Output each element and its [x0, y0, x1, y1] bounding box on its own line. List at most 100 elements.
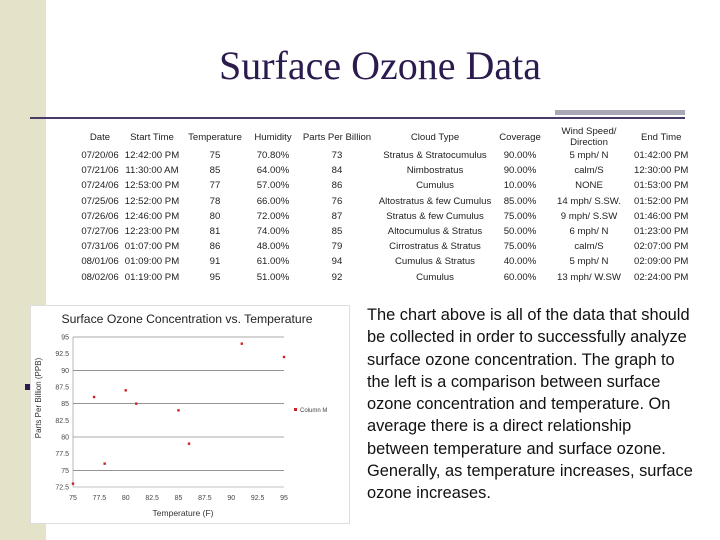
- data-point: [71, 482, 75, 485]
- data-point: [92, 395, 96, 399]
- x-tick-label: 95: [280, 495, 288, 502]
- table-cell: 12:52:00 PM: [124, 195, 180, 207]
- x-axis-ticks: 75 77.5 80 82.5 85 87.5 90 92.5 95: [69, 495, 288, 502]
- table-cell: 5 mph/ N: [569, 150, 609, 162]
- table-cell: 91: [209, 256, 221, 268]
- table-cell: 07/20/06: [81, 150, 119, 162]
- table-cell: 5 mph/ N: [569, 256, 609, 268]
- table-row: 08/01/06 01:09:00 PM 91 61.00% 94 Cumulus & S…: [80, 254, 688, 269]
- table-cell: 12:30:00 PM: [634, 165, 689, 177]
- table-cell: 01:46:00 PM: [634, 210, 689, 222]
- data-point: [135, 402, 138, 405]
- table-cell: 01:09:00 PM: [124, 256, 180, 268]
- y-tick-label: 90: [61, 368, 69, 375]
- table-cell: 01:53:00 PM: [634, 180, 689, 192]
- sidebar-divider: [46, 0, 48, 540]
- table-row: 07/31/06 01:07:00 PM 86 48.00% 79 Cirrostratu…: [80, 239, 688, 254]
- y-tick-label: 95: [61, 335, 69, 342]
- table-cell: Stratus & few Cumulus: [386, 210, 484, 222]
- x-axis-label: Temperature (F): [153, 508, 214, 518]
- x-tick-label: 90: [227, 495, 235, 502]
- table-cell: Altostratus & few Cumulus: [378, 195, 492, 207]
- table-cell: 86: [209, 241, 221, 253]
- description-paragraph: The chart above is all of the data that …: [367, 306, 693, 503]
- chart-gridlines: [72, 336, 284, 488]
- table-cell: 94: [331, 256, 343, 268]
- y-axis-ticks: 72.5 75 77.5 80 82.5 85 87.5 90 92.5 95: [55, 335, 69, 492]
- table-cell: 76: [331, 195, 343, 207]
- table-cell: Cirrostratus & Stratus: [389, 241, 481, 253]
- table-cell: 02:09:00 PM: [634, 256, 689, 268]
- y-tick-label: 82.5: [55, 418, 69, 425]
- data-point: [240, 342, 243, 345]
- column-header: Parts Per Billion: [302, 131, 372, 143]
- table-cell: 12:42:00 PM: [124, 150, 180, 162]
- table-cell: Nimbostratus: [406, 165, 464, 177]
- data-point: [177, 409, 180, 412]
- legend-label: Column M: [300, 408, 327, 414]
- table-cell: 07/21/06: [81, 165, 119, 177]
- table-cell: Cumulus & Stratus: [395, 256, 475, 268]
- table-cell: 73: [331, 150, 343, 162]
- table-cell: 72.00%: [256, 210, 290, 222]
- table-cell: 07/24/06: [81, 180, 119, 192]
- table-row: 07/24/06 12:53:00 PM 77 57.00% 86 Cumulus 10.0…: [80, 178, 688, 193]
- column-header: Date: [89, 131, 111, 143]
- table-cell: 02:24:00 PM: [634, 271, 689, 283]
- table-cell: 07/31/06: [81, 241, 119, 253]
- table-cell: 51.00%: [256, 271, 290, 283]
- table-row: 07/20/06 12:42:00 PM 75 70.80% 73 Stratus & S…: [80, 148, 688, 163]
- table-cell: 10.00%: [503, 180, 537, 192]
- table-cell: 86: [331, 180, 343, 192]
- table-cell: Altocumulus & Stratus: [387, 226, 483, 238]
- y-tick-label: 80: [61, 435, 69, 442]
- table-cell: 79: [331, 241, 343, 253]
- column-header: Coverage: [499, 131, 541, 143]
- table-cell: 01:52:00 PM: [634, 195, 689, 207]
- table-cell: 12:23:00 PM: [124, 226, 180, 238]
- table-cell: 9 mph/ S.SW: [560, 210, 618, 222]
- table-cell: 90.00%: [503, 165, 537, 177]
- y-tick-label: 77.5: [55, 451, 69, 458]
- table-cell: 08/02/06: [81, 271, 119, 283]
- chart-title: Surface Ozone Concentration vs. Temperat…: [61, 312, 312, 326]
- table-header-row: Date Start Time Temperature Humidity Parts P…: [80, 126, 688, 148]
- table-cell: 95: [209, 271, 221, 283]
- table-row: 07/21/06 11:30:00 AM 85 64.00% 84 Nimbostratu…: [80, 163, 688, 178]
- table-cell: 64.00%: [256, 165, 290, 177]
- ozone-data-table: Date Start Time Temperature Humidity Parts P…: [80, 126, 688, 285]
- title-divider-line: [30, 117, 685, 119]
- table-cell: 85: [331, 226, 343, 238]
- legend-marker: [294, 408, 297, 411]
- bullet-marker: [25, 384, 31, 390]
- table-row: 08/02/06 01:19:00 PM 95 51.00% 92 Cumulus 60.0…: [80, 270, 688, 285]
- table-cell: 50.00%: [503, 226, 537, 238]
- legend: Column M: [294, 408, 327, 414]
- table-cell: 78: [209, 195, 221, 207]
- x-tick-label: 75: [69, 495, 77, 502]
- table-cell: 75.00%: [503, 241, 537, 253]
- table-cell: Cumulus: [416, 271, 454, 283]
- table-cell: 84: [331, 165, 343, 177]
- table-cell: 85.00%: [503, 195, 537, 207]
- data-point: [282, 355, 286, 359]
- table-cell: 07/25/06: [81, 195, 119, 207]
- slide-title: Surface Ozone Data: [218, 43, 542, 88]
- data-point: [124, 389, 127, 392]
- table-cell: 08/01/06: [81, 256, 119, 268]
- table-cell: Cumulus: [416, 180, 454, 192]
- table-cell: 90.00%: [503, 150, 537, 162]
- table-cell: 74.00%: [256, 226, 290, 238]
- table-cell: 81: [209, 226, 221, 238]
- table-row: 07/25/06 12:52:00 PM 78 66.00% 76 Altostratus…: [80, 194, 688, 209]
- table-cell: 70.80%: [256, 150, 290, 162]
- table-cell: calm/S: [574, 165, 604, 177]
- table-cell: 01:07:00 PM: [124, 241, 180, 253]
- y-tick-label: 87.5: [55, 385, 69, 392]
- x-tick-label: 77.5: [93, 495, 107, 502]
- table-cell: 6 mph/ N: [569, 226, 609, 238]
- table-cell: 12:46:00 PM: [124, 210, 180, 222]
- table-cell: 01:23:00 PM: [634, 226, 689, 238]
- table-cell: 01:19:00 PM: [124, 271, 180, 283]
- table-cell: 07/27/06: [81, 226, 119, 238]
